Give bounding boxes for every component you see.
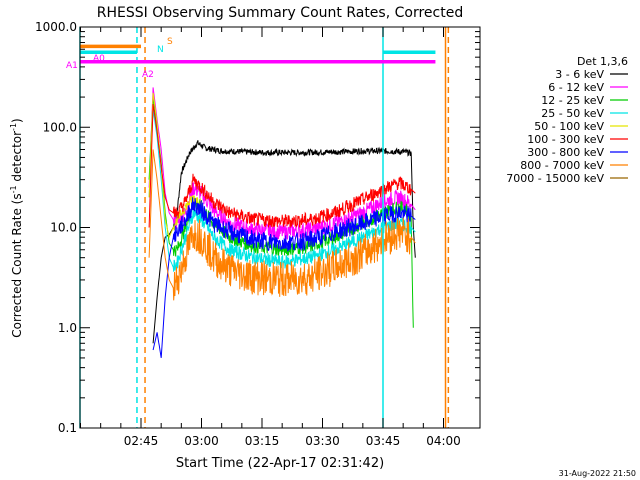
annotation-label: A2 xyxy=(142,70,154,80)
legend-entry-label: 100 - 300 keV xyxy=(527,133,604,146)
y-axis-label: Corrected Count Rate (s-1 detector-1) xyxy=(9,118,24,337)
series-line-800-7000-kev xyxy=(148,149,416,301)
annotation-label: A0 xyxy=(93,54,105,64)
x-tick-label: 03:45 xyxy=(366,434,401,448)
legend-entry-label: 800 - 7000 keV xyxy=(520,159,604,172)
y-tick-label: 0.1 xyxy=(58,421,77,435)
legend-entry-label: 7000 - 15000 keV xyxy=(506,172,604,185)
x-tick-label: 03:00 xyxy=(184,434,219,448)
legend-entry-label: 50 - 100 keV xyxy=(534,120,604,133)
legend-entry-label: 25 - 50 keV xyxy=(541,107,604,120)
x-tick-label: 03:30 xyxy=(305,434,340,448)
legend-entry-label: 6 - 12 keV xyxy=(548,81,604,94)
y-tick-label: 1.0 xyxy=(58,321,77,335)
legend-entry-label: 3 - 6 keV xyxy=(555,68,604,81)
legend-entry-label: 12 - 25 keV xyxy=(541,94,604,107)
annotation-label: A1 xyxy=(66,61,78,71)
x-tick-label: 02:45 xyxy=(124,434,159,448)
legend-title: Det 1,3,6 xyxy=(577,55,628,68)
series-line-300-800-kev xyxy=(152,197,416,358)
series-line-25-50-kev xyxy=(148,109,416,272)
annotation-label: S xyxy=(167,37,173,47)
series-line-100-300-kev xyxy=(148,104,416,229)
series-line-3-6-kev xyxy=(152,140,416,344)
x-axis-label: Start Time (22-Apr-17 02:31:42) xyxy=(176,456,384,471)
series-line-6-12-kev xyxy=(148,87,416,240)
x-tick-label: 04:00 xyxy=(426,434,461,448)
y-tick-label: 100.0 xyxy=(43,120,77,134)
annotation-label: N xyxy=(157,45,164,55)
x-tick-label: 03:15 xyxy=(245,434,280,448)
chart-title: RHESSI Observing Summary Count Rates, Co… xyxy=(97,5,463,21)
legend-entry-label: 300 - 800 keV xyxy=(527,146,604,159)
timestamp: 31-Aug-2022 21:50 xyxy=(559,469,636,478)
y-tick-label: 1000.0 xyxy=(35,20,77,34)
y-tick-label: 10.0 xyxy=(50,221,77,235)
